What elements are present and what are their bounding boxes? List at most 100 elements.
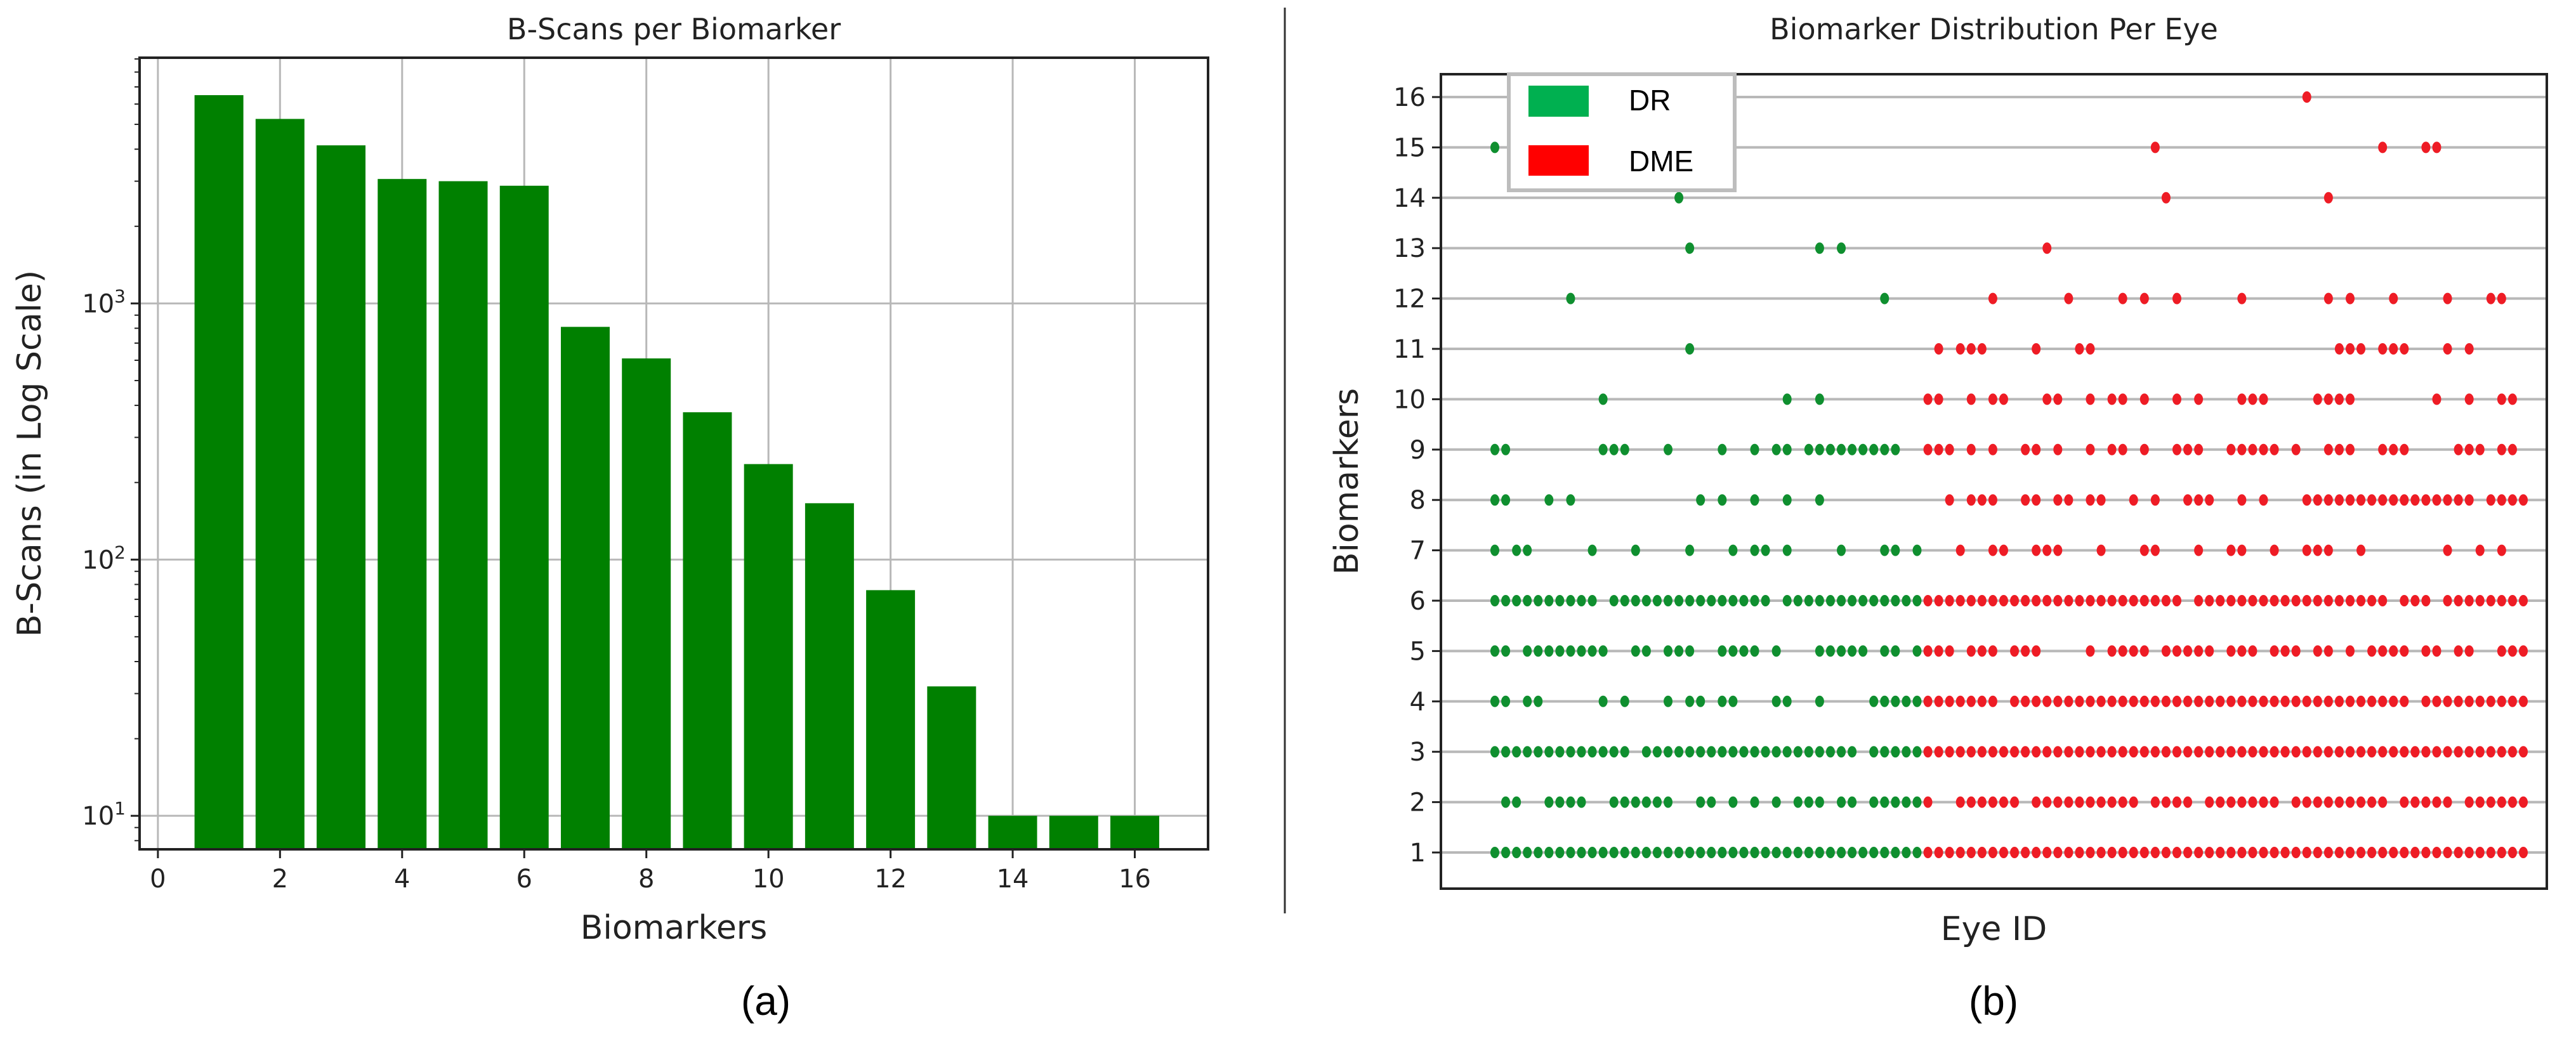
dr-point xyxy=(1771,746,1781,758)
y-tick-label: 8 xyxy=(1410,486,1426,515)
dme-point xyxy=(2226,796,2236,808)
dme-point xyxy=(2334,494,2344,506)
dme-point xyxy=(2042,544,2052,556)
dme-point xyxy=(2194,544,2204,556)
dme-point xyxy=(2226,595,2236,606)
dr-point xyxy=(1902,746,1911,758)
dme-point xyxy=(2032,494,2041,506)
dme-point xyxy=(2194,393,2204,405)
dme-point xyxy=(2389,494,2398,506)
dr-point xyxy=(1728,695,1738,707)
dme-point xyxy=(2313,695,2322,707)
dme-point xyxy=(2454,695,2463,707)
dme-point xyxy=(2464,645,2474,657)
dme-point xyxy=(2345,292,2355,304)
dr-point xyxy=(1815,695,1824,707)
dme-point xyxy=(2172,746,2181,758)
bar-biomarker-8 xyxy=(622,358,671,849)
dme-point xyxy=(2096,847,2106,858)
dme-point xyxy=(2432,746,2441,758)
dr-point xyxy=(1718,695,1727,707)
bar-biomarker-1 xyxy=(194,95,244,849)
dme-point xyxy=(2172,645,2181,657)
dr-point xyxy=(1566,292,1575,304)
dme-point xyxy=(2032,847,2041,858)
dme-point xyxy=(2139,746,2149,758)
biomarker-distribution-chart: Biomarker Distribution Per Eye1234567891… xyxy=(1328,12,2548,1024)
dme-point xyxy=(2194,443,2204,455)
dme-point xyxy=(2443,695,2452,707)
dme-point xyxy=(2237,645,2247,657)
dr-point xyxy=(1620,847,1629,858)
dme-point xyxy=(2389,695,2398,707)
dr-point xyxy=(1587,847,1597,858)
dr-point xyxy=(1555,595,1565,606)
dr-point xyxy=(1869,695,1879,707)
y-tick-label: 13 xyxy=(1393,234,1426,263)
dr-point xyxy=(1815,443,1824,455)
dme-point xyxy=(2172,796,2181,808)
dme-point xyxy=(1945,695,1954,707)
dme-point xyxy=(2064,796,2073,808)
y-tick-label: 16 xyxy=(1393,83,1426,112)
dme-point xyxy=(2259,847,2268,858)
dme-point xyxy=(2118,645,2127,657)
dme-point xyxy=(2096,695,2106,707)
dme-point xyxy=(2323,443,2333,455)
dme-point xyxy=(2150,746,2160,758)
dme-point xyxy=(2302,91,2311,103)
dme-point xyxy=(2107,443,2117,455)
dr-point xyxy=(1782,746,1792,758)
dme-point xyxy=(2486,796,2495,808)
dme-point xyxy=(2237,847,2247,858)
dme-point xyxy=(2118,746,2127,758)
dme-point xyxy=(2064,595,2073,606)
dme-point xyxy=(1999,746,2008,758)
dr-point xyxy=(1544,494,1554,506)
dme-point xyxy=(2216,746,2225,758)
dme-point xyxy=(2259,443,2268,455)
dme-point xyxy=(2226,695,2236,707)
dme-point xyxy=(1966,595,1976,606)
dr-point xyxy=(1523,595,1532,606)
dme-point xyxy=(2497,796,2506,808)
dme-point xyxy=(2172,847,2181,858)
dme-point xyxy=(2032,595,2041,606)
dme-point xyxy=(2194,695,2204,707)
dme-point xyxy=(2302,595,2311,606)
dme-point xyxy=(2259,393,2268,405)
dme-point xyxy=(2139,393,2149,405)
y-tick-label: 4 xyxy=(1410,688,1426,717)
legend-label-dme: DME xyxy=(1629,145,1693,178)
dr-point xyxy=(1761,746,1770,758)
dme-point xyxy=(1934,443,1943,455)
dr-point xyxy=(1685,595,1695,606)
dme-point xyxy=(2454,645,2463,657)
dme-point xyxy=(1966,494,1976,506)
dme-point xyxy=(2400,645,2409,657)
dme-point xyxy=(2323,494,2333,506)
dme-point xyxy=(2410,595,2420,606)
dme-point xyxy=(2367,847,2377,858)
dme-point xyxy=(2107,796,2117,808)
dme-point xyxy=(1955,544,1965,556)
dme-point xyxy=(2356,796,2366,808)
dme-point xyxy=(2497,544,2506,556)
dme-point xyxy=(2432,141,2441,153)
dme-point xyxy=(2075,343,2084,355)
dme-point xyxy=(2064,494,2073,506)
dme-point xyxy=(2313,393,2322,405)
dme-point xyxy=(1934,746,1943,758)
dme-point xyxy=(2421,847,2431,858)
y-tick-label: 11 xyxy=(1393,335,1426,364)
dme-point xyxy=(1955,796,1965,808)
dme-point xyxy=(2421,695,2431,707)
dme-point xyxy=(1923,595,1933,606)
dr-point xyxy=(1577,847,1586,858)
dr-point xyxy=(1641,645,1651,657)
dme-point xyxy=(2086,595,2095,606)
dr-point xyxy=(1566,494,1575,506)
dr-point xyxy=(1609,595,1619,606)
dr-point xyxy=(1771,847,1781,858)
dme-point xyxy=(2345,847,2355,858)
